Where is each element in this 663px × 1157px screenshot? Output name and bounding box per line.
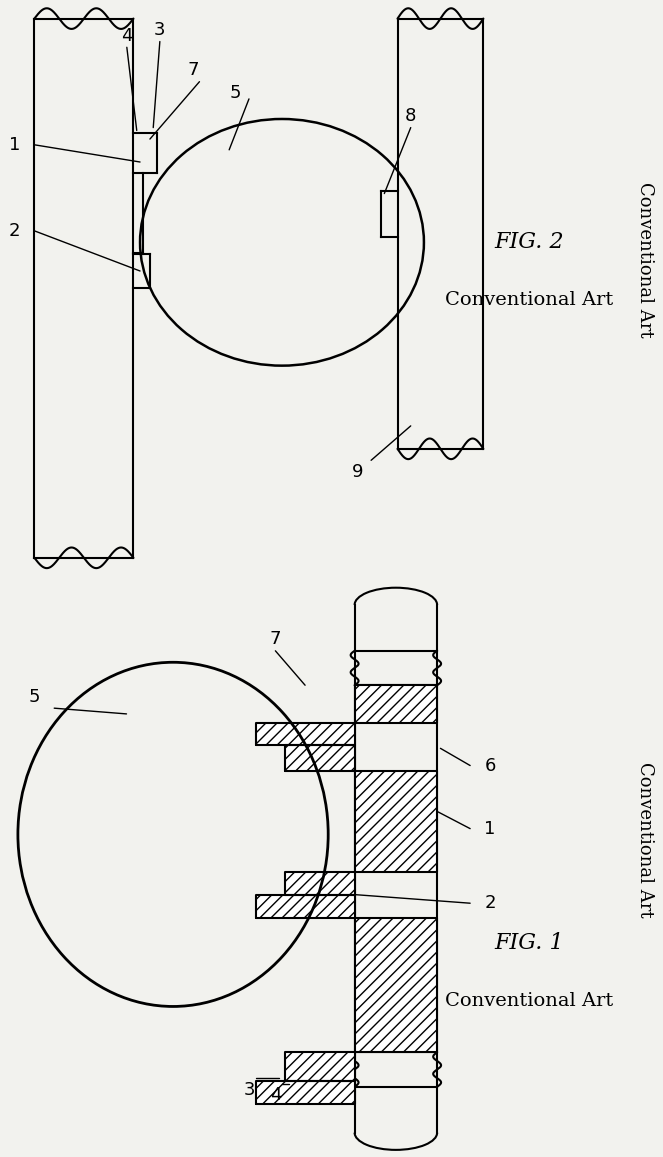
Text: 4: 4 <box>121 27 133 45</box>
Text: 3: 3 <box>243 1081 255 1099</box>
Text: 5: 5 <box>230 84 241 102</box>
Bar <box>255 722 355 745</box>
Bar <box>285 871 355 894</box>
Text: 3: 3 <box>154 21 166 39</box>
Bar <box>255 1081 355 1104</box>
Text: 7: 7 <box>270 631 281 648</box>
Text: 1: 1 <box>9 135 21 154</box>
Text: 8: 8 <box>405 108 416 125</box>
Text: Conventional Art: Conventional Art <box>446 290 614 309</box>
Text: 2: 2 <box>9 222 21 239</box>
Text: 1: 1 <box>484 819 496 838</box>
Bar <box>355 685 437 722</box>
Text: FIG. 1: FIG. 1 <box>495 933 564 955</box>
Bar <box>355 918 437 1053</box>
Text: Conventional Art: Conventional Art <box>636 182 654 338</box>
Text: Conventional Art: Conventional Art <box>636 762 654 918</box>
Text: 5: 5 <box>29 687 40 706</box>
Text: 4: 4 <box>270 1086 281 1105</box>
Text: FIG. 2: FIG. 2 <box>495 231 564 253</box>
Bar <box>285 1053 355 1081</box>
Text: Conventional Art: Conventional Art <box>446 992 614 1010</box>
Text: 2: 2 <box>484 894 496 912</box>
Bar <box>355 772 437 871</box>
Bar <box>255 894 355 918</box>
Text: 9: 9 <box>352 463 364 481</box>
Bar <box>285 745 355 772</box>
Text: 7: 7 <box>187 61 199 79</box>
Text: 6: 6 <box>484 757 496 774</box>
